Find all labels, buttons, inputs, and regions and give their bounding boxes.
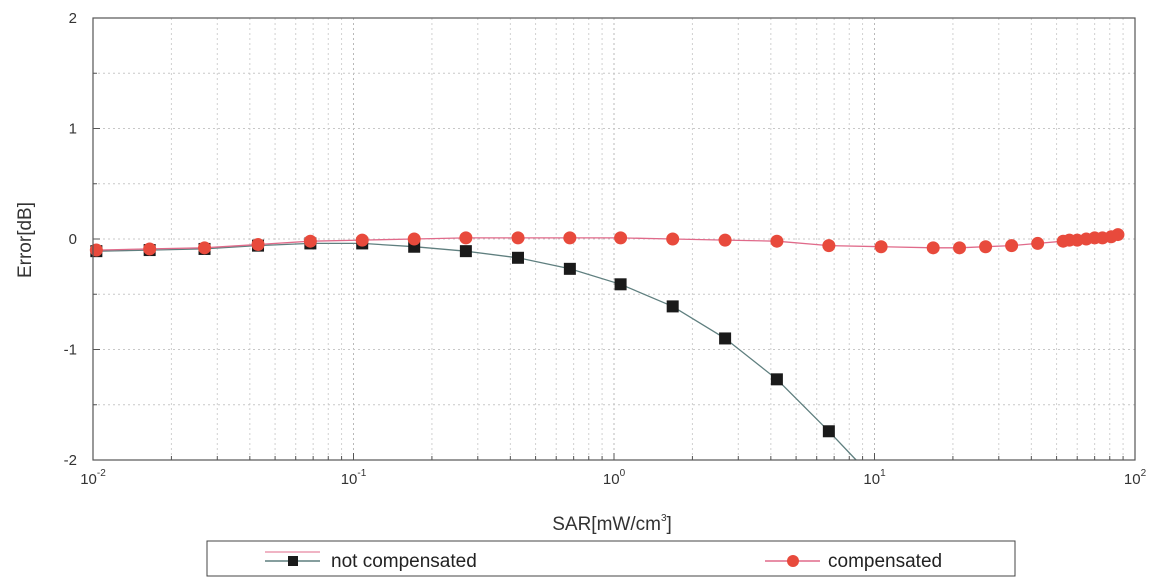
data-point-circle [459, 231, 473, 245]
y-tick-label: 1 [69, 121, 77, 138]
data-point-circle [251, 238, 265, 252]
data-point-circle [979, 240, 993, 254]
x-tick-exponent: -2 [97, 468, 106, 479]
series-layer [89, 228, 1125, 461]
data-point-circle [407, 232, 421, 246]
data-point-circle [822, 239, 836, 253]
data-point-square [666, 300, 679, 313]
series-line [96, 242, 857, 461]
legend-box [206, 540, 1016, 577]
legend-entry-compensated: compensated [765, 551, 942, 572]
data-point-circle [874, 240, 888, 254]
data-point-circle [143, 242, 157, 256]
data-point-square [770, 373, 783, 386]
series-compensated [89, 228, 1125, 257]
x-axis-title-superscript: 3 [661, 513, 667, 524]
data-point-circle [770, 234, 784, 248]
x-tick-exponent: 0 [620, 468, 626, 479]
data-point-square [459, 245, 472, 258]
data-point-circle [303, 234, 317, 248]
x-tick-base: 10 [863, 471, 880, 488]
x-axis-title-suffix: ] [667, 514, 672, 535]
legend-marker-not-compensated [288, 556, 298, 566]
legend: not compensated compensated [206, 540, 1016, 577]
data-point-circle [1111, 228, 1125, 242]
data-point-circle [953, 241, 967, 255]
data-point-circle [198, 241, 212, 255]
y-tick-label: 0 [69, 231, 77, 248]
legend-label-not-compensated: not compensated [331, 551, 477, 572]
x-tick-label: 10-2 [80, 468, 106, 488]
data-point-circle [1031, 236, 1045, 250]
x-axis-title-text: SAR[mW/cm [552, 514, 661, 535]
y-tick-label: -1 [64, 342, 77, 359]
data-point-circle [1005, 239, 1019, 253]
x-tick-label: 101 [863, 468, 886, 488]
data-point-circle [563, 231, 577, 245]
x-tick-base: 10 [80, 471, 97, 488]
x-tick-label: 100 [603, 468, 626, 488]
data-point-square [511, 251, 524, 264]
x-axis-title: SAR[mW/cm3] [552, 513, 672, 535]
x-tick-base: 10 [603, 471, 620, 488]
x-tick-exponent: 1 [880, 468, 886, 479]
x-tick-label: 102 [1124, 468, 1147, 488]
x-tick-base: 10 [1124, 471, 1141, 488]
y-tick-label: 2 [69, 10, 77, 27]
data-point-square [719, 332, 732, 345]
x-tick-exponent: -1 [357, 468, 366, 479]
data-point-circle [926, 241, 940, 255]
data-point-circle [718, 233, 732, 247]
x-tick-label: 10-1 [341, 468, 367, 488]
legend-entry-not-compensated: not compensated [265, 551, 477, 572]
data-point-circle [666, 232, 680, 246]
legend-marker-compensated [787, 555, 799, 567]
data-point-square [614, 278, 627, 291]
x-tick-base: 10 [341, 471, 358, 488]
data-point-circle [89, 243, 103, 257]
data-point-circle [614, 231, 628, 245]
x-tick-exponent: 2 [1141, 468, 1147, 479]
y-tick-label: -2 [64, 452, 77, 469]
data-point-circle [355, 233, 369, 247]
data-point-square [822, 425, 835, 438]
legend-label-compensated: compensated [828, 551, 942, 572]
data-point-circle [511, 231, 525, 245]
y-axis-title: Error[dB] [15, 202, 36, 278]
data-point-square [563, 262, 576, 275]
